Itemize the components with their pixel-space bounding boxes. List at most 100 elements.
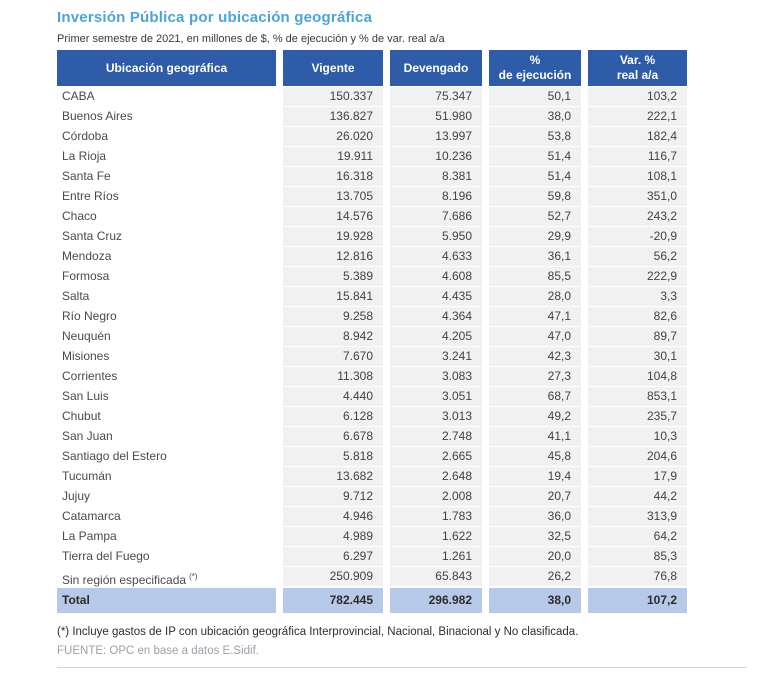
row-value: 64,2 [588,527,687,547]
row-value: 136.827 [283,107,383,127]
table-row: Corrientes 11.308 3.083 27,3 104,8 [57,367,687,387]
table-row: Neuquén 8.942 4.205 47,0 89,7 [57,327,687,347]
table-row: Chaco 14.576 7.686 52,7 243,2 [57,207,687,227]
row-value: 49,2 [489,407,581,427]
table-row: Córdoba 26.020 13.997 53,8 182,4 [57,127,687,147]
row-value: 13.705 [283,187,383,207]
row-value: 30,1 [588,347,687,367]
row-value: 1.261 [390,547,482,567]
row-value: 6.297 [283,547,383,567]
row-value: 222,9 [588,267,687,287]
table-row: Formosa 5.389 4.608 85,5 222,9 [57,267,687,287]
column-header: % de ejecución [489,50,581,86]
row-value: 5.950 [390,227,482,247]
row-value: 150.337 [283,87,383,107]
table-header-row: Ubicación geográfica Vigente Devengado% de… [57,50,687,86]
row-value: 182,4 [588,127,687,147]
row-value: 32,5 [489,527,581,547]
row-value: 8.942 [283,327,383,347]
row-value: 82,6 [588,307,687,327]
row-value: 4.946 [283,507,383,527]
table-source: FUENTE: OPC en base a datos E.Sidif. [57,645,259,657]
row-value: 10,3 [588,427,687,447]
table-row: San Juan 6.678 2.748 41,1 10,3 [57,427,687,447]
row-value: 14.576 [283,207,383,227]
row-value: 51,4 [489,167,581,187]
table-row: Jujuy 9.712 2.008 20,7 44,2 [57,487,687,507]
row-value: 116,7 [588,147,687,167]
row-value: 4.364 [390,307,482,327]
row-value: 3,3 [588,287,687,307]
row-value: 47,0 [489,327,581,347]
row-label: Formosa [62,269,110,283]
table-row: Misiones 7.670 3.241 42,3 30,1 [57,347,687,367]
row-label: Sin región especificada (*) [62,572,198,587]
row-value: 85,5 [489,267,581,287]
row-value: 108,1 [588,167,687,187]
row-value: 3.051 [390,387,482,407]
row-value: 51,4 [489,147,581,167]
row-value: 38,0 [489,107,581,127]
row-label: Chaco [62,209,97,223]
row-label: Corrientes [62,369,118,383]
row-value: 29,9 [489,227,581,247]
table-row: Catamarca 4.946 1.783 36,0 313,9 [57,507,687,527]
row-value: 56,2 [588,247,687,267]
row-value: 15.841 [283,287,383,307]
total-devengado: 296.982 [390,588,482,613]
row-label: Catamarca [62,509,121,523]
row-label: Jujuy [62,489,91,503]
row-value: 222,1 [588,107,687,127]
row-value: 10.236 [390,147,482,167]
row-value: 13.682 [283,467,383,487]
row-label: Chubut [62,409,101,423]
row-value: 3.013 [390,407,482,427]
table-row: Río Negro 9.258 4.364 47,1 82,6 [57,307,687,327]
figure-title: Inversión Pública por ubicación geográfi… [57,9,373,26]
row-value: 2.748 [390,427,482,447]
row-label: Tucumán [62,469,112,483]
row-value: 8.196 [390,187,482,207]
row-value: 3.083 [390,367,482,387]
table-row: Tierra del Fuego 6.297 1.261 20,0 85,3 [57,547,687,567]
table-row: Santiago del Estero 5.818 2.665 45,8 204,6 [57,447,687,467]
row-value: 4.440 [283,387,383,407]
row-value: 853,1 [588,387,687,407]
column-header: Var. % real a/a [588,50,687,86]
row-value: 4.633 [390,247,482,267]
row-value: 27,3 [489,367,581,387]
table-row: Tucumán 13.682 2.648 19,4 17,9 [57,467,687,487]
row-value: 9.258 [283,307,383,327]
row-value: 351,0 [588,187,687,207]
row-value: 26,2 [489,567,581,587]
row-value: 1.622 [390,527,482,547]
table-row: La Pampa 4.989 1.622 32,5 64,2 [57,527,687,547]
row-value: 36,1 [489,247,581,267]
row-value: 41,1 [489,427,581,447]
row-value: 13.997 [390,127,482,147]
row-label: Santiago del Estero [62,449,167,463]
table-row: Santa Fe 16.318 8.381 51,4 108,1 [57,167,687,187]
total-var-real: 107,2 [588,588,687,613]
row-value: 8.381 [390,167,482,187]
column-header: Vigente [283,50,383,86]
row-label: Neuquén [62,329,111,343]
row-label: Mendoza [62,249,112,263]
row-value: 7.670 [283,347,383,367]
row-value: 204,6 [588,447,687,467]
row-value: 5.389 [283,267,383,287]
row-value: 7.686 [390,207,482,227]
row-value: 2.665 [390,447,482,467]
table-row: Salta 15.841 4.435 28,0 3,3 [57,287,687,307]
table-row: La Rioja 19.911 10.236 51,4 116,7 [57,147,687,167]
row-label: CABA [62,89,95,103]
row-label: La Rioja [62,149,107,163]
row-label: Santa Cruz [62,229,123,243]
row-value: 89,7 [588,327,687,347]
total-ejecucion: 38,0 [489,588,581,613]
row-value: 19.911 [283,147,383,167]
figure-container: Inversión Pública por ubicación geográfi… [57,9,687,657]
row-value: 313,9 [588,507,687,527]
row-value: 4.608 [390,267,482,287]
row-label: La Pampa [62,529,117,543]
